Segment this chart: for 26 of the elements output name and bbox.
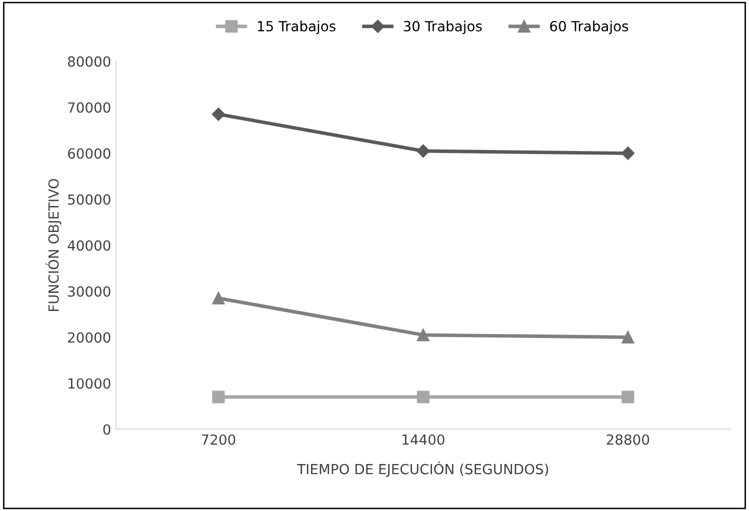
y-tick-label: 70000	[68, 102, 110, 113]
x-axis-title: TIEMPO DE EJECUCIÓN (SEGUNDOS)	[297, 461, 548, 477]
y-tick-label: 0	[103, 424, 110, 435]
legend-label: 60 Trabajos	[550, 20, 628, 34]
y-tick-label: 20000	[68, 332, 110, 343]
point	[212, 390, 225, 404]
point	[416, 144, 430, 158]
point	[416, 390, 430, 404]
y-tick-label: 80000	[68, 56, 110, 67]
legend-label: 30 Trabajos	[404, 20, 482, 34]
y-tick-label: 10000	[68, 378, 110, 389]
y-tick-label: 40000	[68, 240, 110, 251]
legend-label: 15 Trabajos	[258, 20, 336, 34]
y-tick-label: 50000	[68, 194, 110, 205]
y-tick-label: 30000	[68, 286, 110, 297]
y-axis-title: FUNCIÓN OBJETIVO	[46, 178, 62, 312]
point	[212, 292, 225, 304]
x-tick-label: 14400	[402, 434, 444, 445]
point	[622, 390, 634, 404]
point	[416, 328, 430, 342]
x-tick-label: 28800	[606, 434, 650, 445]
point	[622, 331, 634, 344]
y-tick-label: 60000	[68, 148, 110, 159]
point	[621, 146, 634, 160]
point	[212, 108, 226, 121]
x-tick-label: 7200	[202, 434, 236, 445]
